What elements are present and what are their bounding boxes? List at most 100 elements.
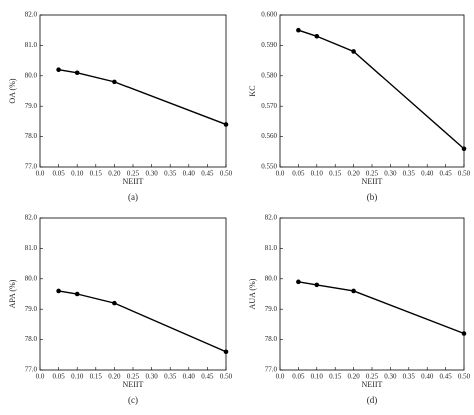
data-point <box>314 33 320 39</box>
x-tick-label: 0.30 <box>145 170 158 178</box>
y-tick-label: 81.0 <box>25 244 38 252</box>
y-tick-label: 0.580 <box>261 71 277 79</box>
y-axis-label: APA (%) <box>8 279 17 308</box>
x-tick-label: 0.50 <box>458 373 471 381</box>
data-point <box>223 349 229 355</box>
y-axis-label: AUA (%) <box>248 278 257 309</box>
x-tick-label: 0.30 <box>384 170 397 178</box>
x-tick-label: 0.10 <box>311 373 324 381</box>
plot-frame <box>39 14 227 168</box>
x-tick-label: 0.20 <box>347 373 360 381</box>
y-tick-label: 78.0 <box>265 335 278 343</box>
data-line <box>58 69 227 126</box>
x-tick-label: 0.40 <box>183 373 196 381</box>
data-line <box>298 29 465 150</box>
x-tick-label: 0.0 <box>276 170 285 178</box>
data-point <box>56 288 61 294</box>
y-tick-label: 79.0 <box>25 305 38 313</box>
y-tick-label: 82.0 <box>25 11 38 19</box>
x-tick-label: 0.50 <box>220 170 233 178</box>
x-tick-label: 0.45 <box>201 170 214 178</box>
x-tick-label: 0.25 <box>366 170 379 178</box>
data-point <box>56 67 61 73</box>
caption: (d) <box>367 395 378 405</box>
y-tick-label: 80.0 <box>25 71 38 79</box>
x-tick-label: 0.15 <box>329 170 342 178</box>
data-point <box>296 279 301 285</box>
plot-frame <box>279 14 465 168</box>
x-tick-label: 0.35 <box>403 170 416 178</box>
plot-frame <box>279 217 465 371</box>
data-point <box>296 27 301 33</box>
x-tick-label: 0.20 <box>108 170 121 178</box>
y-tick-label: 81.0 <box>265 244 278 252</box>
y-tick-label: 81.0 <box>25 41 38 49</box>
x-tick-label: 0.20 <box>108 373 121 381</box>
x-tick-label: 0.35 <box>403 373 416 381</box>
x-tick-label: 0.10 <box>311 170 324 178</box>
y-axis-label: KC <box>248 85 257 96</box>
x-tick-label: 0.25 <box>127 170 140 178</box>
x-tick-label: 0.05 <box>52 373 65 381</box>
x-tick-label: 0.40 <box>421 170 434 178</box>
y-tick-label: 82.0 <box>265 214 278 222</box>
x-tick-label: 0.0 <box>36 373 45 381</box>
x-tick-label: 0.35 <box>164 373 177 381</box>
data-point <box>461 146 467 152</box>
y-axis-label: OA (%) <box>8 78 17 103</box>
y-tick-label: 78.0 <box>25 335 38 343</box>
y-tick-label: 0.560 <box>261 132 277 140</box>
x-tick-label: 0.40 <box>183 170 196 178</box>
y-tick-label: 77.0 <box>265 366 278 374</box>
data-point <box>112 300 117 306</box>
caption: (b) <box>367 192 378 202</box>
y-tick-label: 0.570 <box>261 102 277 110</box>
x-tick-label: 0.30 <box>145 373 158 381</box>
caption: (c) <box>128 395 138 405</box>
data-point <box>351 288 356 294</box>
x-tick-label: 0.20 <box>347 170 360 178</box>
x-tick-label: 0.10 <box>71 170 84 178</box>
x-tick-label: 0.0 <box>276 373 285 381</box>
x-tick-label: 0.30 <box>384 373 397 381</box>
data-point <box>74 291 80 297</box>
data-line <box>58 290 227 353</box>
x-tick-label: 0.25 <box>127 373 140 381</box>
x-tick-label: 0.05 <box>292 373 305 381</box>
y-tick-label: 79.0 <box>25 102 38 110</box>
x-tick-label: 0.35 <box>164 170 177 178</box>
data-point <box>351 49 356 54</box>
x-axis-label: NEIIT <box>123 380 144 389</box>
y-tick-label: 82.0 <box>25 214 38 222</box>
x-tick-label: 0.45 <box>439 170 452 178</box>
y-tick-label: 79.0 <box>265 305 278 313</box>
plot-frame <box>39 217 227 371</box>
data-point <box>112 79 117 85</box>
y-tick-label: 0.600 <box>261 11 277 19</box>
x-tick-label: 0.15 <box>90 373 103 381</box>
y-tick-label: 80.0 <box>25 274 38 282</box>
y-tick-label: 0.590 <box>261 41 277 49</box>
x-axis-label: NEIIT <box>362 177 383 186</box>
x-tick-label: 0.15 <box>90 170 103 178</box>
x-tick-label: 0.50 <box>220 373 233 381</box>
data-line <box>298 281 465 335</box>
y-tick-label: 80.0 <box>265 274 278 282</box>
x-axis-label: NEIIT <box>123 177 144 186</box>
x-tick-label: 0.25 <box>366 373 379 381</box>
x-tick-label: 0.0 <box>36 170 45 178</box>
y-tick-label: 77.0 <box>25 163 38 171</box>
x-tick-label: 0.10 <box>71 373 84 381</box>
x-tick-label: 0.45 <box>201 373 214 381</box>
x-tick-label: 0.05 <box>292 170 305 178</box>
x-tick-label: 0.50 <box>458 170 471 178</box>
caption: (a) <box>128 192 138 202</box>
x-tick-label: 0.05 <box>52 170 65 178</box>
x-tick-label: 0.45 <box>439 373 452 381</box>
data-point <box>74 70 80 76</box>
data-point <box>314 282 320 288</box>
y-tick-label: 77.0 <box>25 366 38 374</box>
y-tick-label: 0.550 <box>261 163 277 171</box>
